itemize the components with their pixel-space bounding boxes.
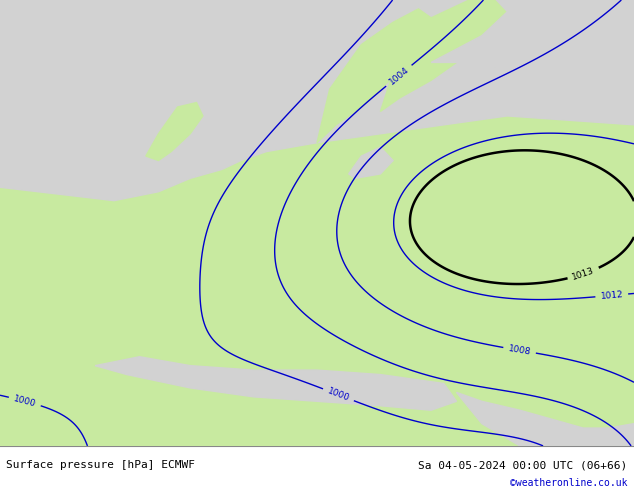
Text: 1012: 1012	[600, 290, 624, 301]
Polygon shape	[431, 0, 634, 72]
Text: 1013: 1013	[571, 266, 596, 282]
Polygon shape	[380, 0, 507, 112]
Polygon shape	[495, 0, 583, 67]
Polygon shape	[0, 0, 158, 98]
Polygon shape	[317, 9, 431, 143]
Polygon shape	[456, 392, 634, 446]
Text: 1000: 1000	[326, 387, 351, 403]
Polygon shape	[146, 102, 203, 161]
Polygon shape	[0, 0, 634, 201]
Text: 1008: 1008	[507, 344, 532, 357]
Polygon shape	[95, 357, 456, 410]
Polygon shape	[0, 0, 634, 446]
Text: 1000: 1000	[13, 394, 37, 409]
Text: 1004: 1004	[387, 65, 411, 86]
Text: ©weatheronline.co.uk: ©weatheronline.co.uk	[510, 478, 628, 488]
Polygon shape	[349, 147, 393, 178]
Text: Sa 04-05-2024 00:00 UTC (06+66): Sa 04-05-2024 00:00 UTC (06+66)	[418, 460, 628, 470]
Text: Surface pressure [hPa] ECMWF: Surface pressure [hPa] ECMWF	[6, 460, 195, 470]
